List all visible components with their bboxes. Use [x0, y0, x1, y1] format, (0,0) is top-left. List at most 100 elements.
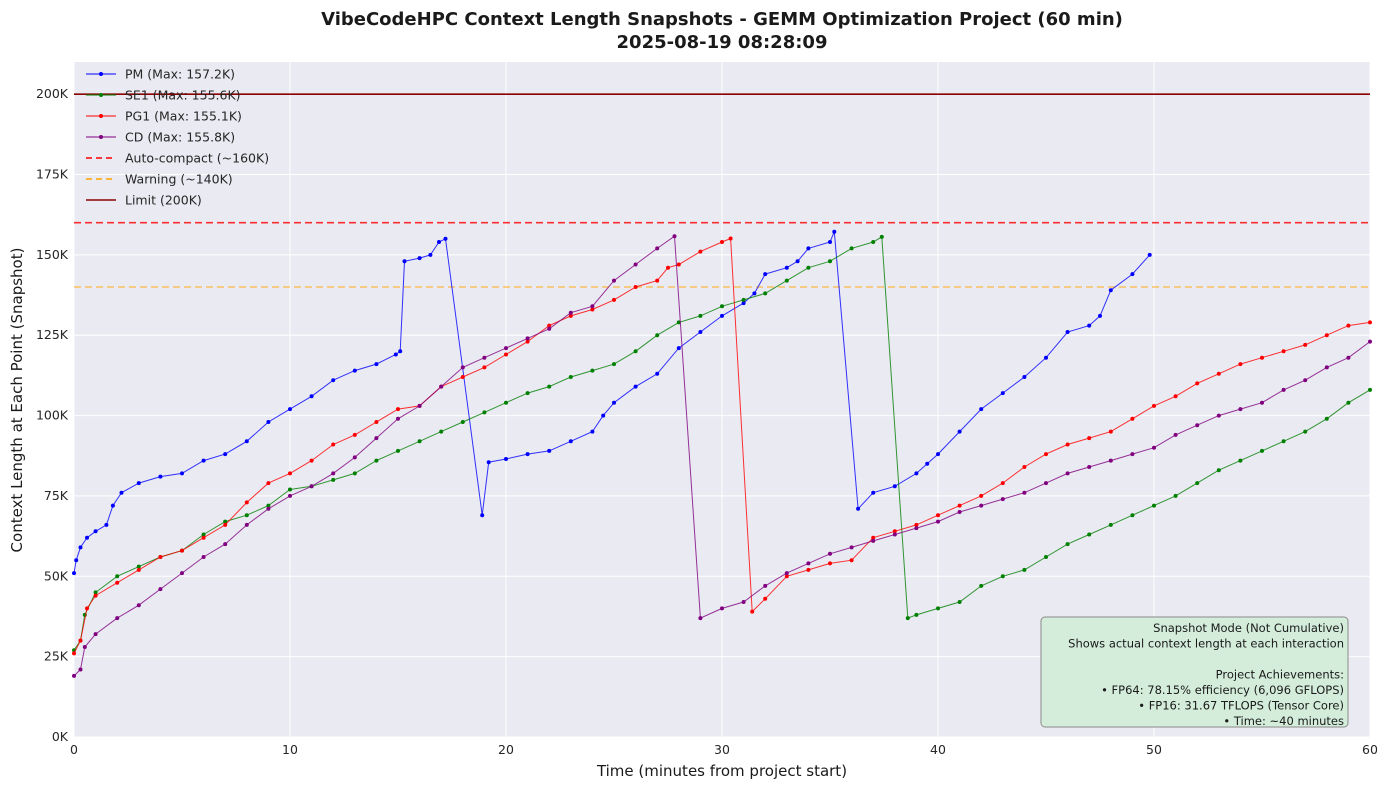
data-point — [288, 471, 292, 476]
legend-label: PM (Max: 157.2K) — [125, 67, 235, 82]
data-point — [417, 403, 422, 408]
data-point — [180, 548, 184, 553]
legend-label: Warning (~140K) — [125, 172, 233, 187]
data-point — [676, 262, 681, 267]
data-point — [374, 436, 379, 441]
data-point — [849, 545, 854, 550]
data-point — [698, 249, 703, 254]
data-point — [655, 333, 660, 338]
data-point — [504, 457, 508, 461]
data-point — [1130, 452, 1135, 457]
legend-label: PG1 (Max: 155.1K) — [125, 109, 242, 124]
legend-marker — [99, 135, 103, 139]
data-point — [443, 236, 448, 241]
data-point — [1195, 481, 1200, 486]
chart-title: VibeCodeHPC Context Length Snapshots - G… — [321, 9, 1123, 30]
data-point — [806, 246, 811, 251]
data-point — [655, 371, 660, 376]
legend-label: CD (Max: 155.8K) — [125, 130, 235, 145]
annotation-line: • FP64: 78.15% efficiency (6,096 GFLOPS) — [1101, 683, 1344, 697]
data-point — [78, 638, 83, 643]
data-point — [936, 519, 940, 524]
data-point — [504, 346, 508, 351]
data-point — [288, 407, 292, 412]
data-point — [1324, 333, 1329, 338]
data-point — [82, 645, 87, 649]
annotation-line: Project Achievements: — [1216, 668, 1344, 682]
data-point — [568, 313, 573, 318]
data-point — [396, 416, 400, 421]
data-point — [1260, 400, 1264, 405]
data-point — [612, 278, 616, 283]
data-point — [331, 471, 336, 476]
series-line — [73, 236, 1371, 651]
data-point — [180, 471, 184, 476]
annotation-line: • Time: ~40 minutes — [1223, 714, 1344, 728]
x-tick-label: 20 — [498, 742, 514, 757]
data-point — [136, 564, 141, 569]
data-point — [398, 349, 403, 354]
data-point — [590, 304, 595, 309]
data-point — [331, 477, 336, 482]
data-point — [78, 545, 83, 550]
data-point — [482, 410, 487, 415]
data-point — [1087, 323, 1092, 328]
data-point — [676, 346, 681, 351]
data-point — [914, 612, 919, 617]
data-point — [547, 323, 552, 328]
data-point — [1065, 442, 1070, 447]
data-point — [1173, 394, 1178, 399]
data-point — [1044, 555, 1048, 559]
data-point — [223, 522, 228, 527]
data-point — [1260, 355, 1264, 360]
data-point — [957, 503, 962, 508]
data-point — [266, 481, 271, 486]
data-point — [74, 558, 79, 563]
data-point — [832, 229, 837, 234]
data-point — [223, 519, 228, 524]
data-point — [784, 278, 789, 283]
data-point — [244, 500, 249, 505]
data-point — [201, 555, 206, 559]
x-tick-label: 40 — [930, 742, 946, 757]
data-point — [957, 429, 962, 434]
data-point — [1152, 503, 1156, 508]
data-point — [1065, 471, 1070, 476]
data-point — [879, 234, 884, 239]
data-point — [728, 236, 733, 241]
data-point — [914, 526, 919, 531]
annotation-background — [1040, 616, 1349, 728]
annotation-line: Snapshot Mode (Not Cumulative) — [1153, 621, 1344, 635]
data-point — [288, 487, 292, 492]
legend-label: Limit (200K) — [125, 193, 202, 208]
data-point — [849, 558, 854, 563]
data-point — [936, 606, 940, 611]
data-point — [115, 580, 120, 585]
data-point — [633, 349, 638, 354]
data-point — [1260, 448, 1264, 453]
data-point — [136, 567, 141, 572]
data-point — [590, 307, 595, 312]
data-point — [266, 506, 271, 511]
data-point — [914, 522, 919, 527]
data-point — [1044, 355, 1048, 360]
y-tick-label: 50K — [44, 568, 69, 583]
data-point — [201, 535, 206, 540]
data-point — [892, 529, 897, 534]
data-point — [795, 259, 800, 264]
data-point — [936, 452, 940, 457]
legend-marker — [99, 93, 103, 97]
data-point — [828, 259, 832, 264]
series-line — [73, 231, 1151, 574]
data-point — [720, 240, 724, 244]
legend-item: Limit (200K) — [86, 193, 202, 208]
data-point — [784, 574, 789, 579]
data-point — [110, 503, 115, 508]
data-point — [288, 493, 292, 498]
data-point — [720, 313, 724, 318]
data-point — [1130, 272, 1135, 277]
data-point — [115, 616, 120, 621]
data-point — [201, 532, 206, 537]
y-tick-label: 125K — [36, 327, 69, 342]
chart-subtitle: 2025-08-19 08:28:09 — [617, 32, 828, 53]
